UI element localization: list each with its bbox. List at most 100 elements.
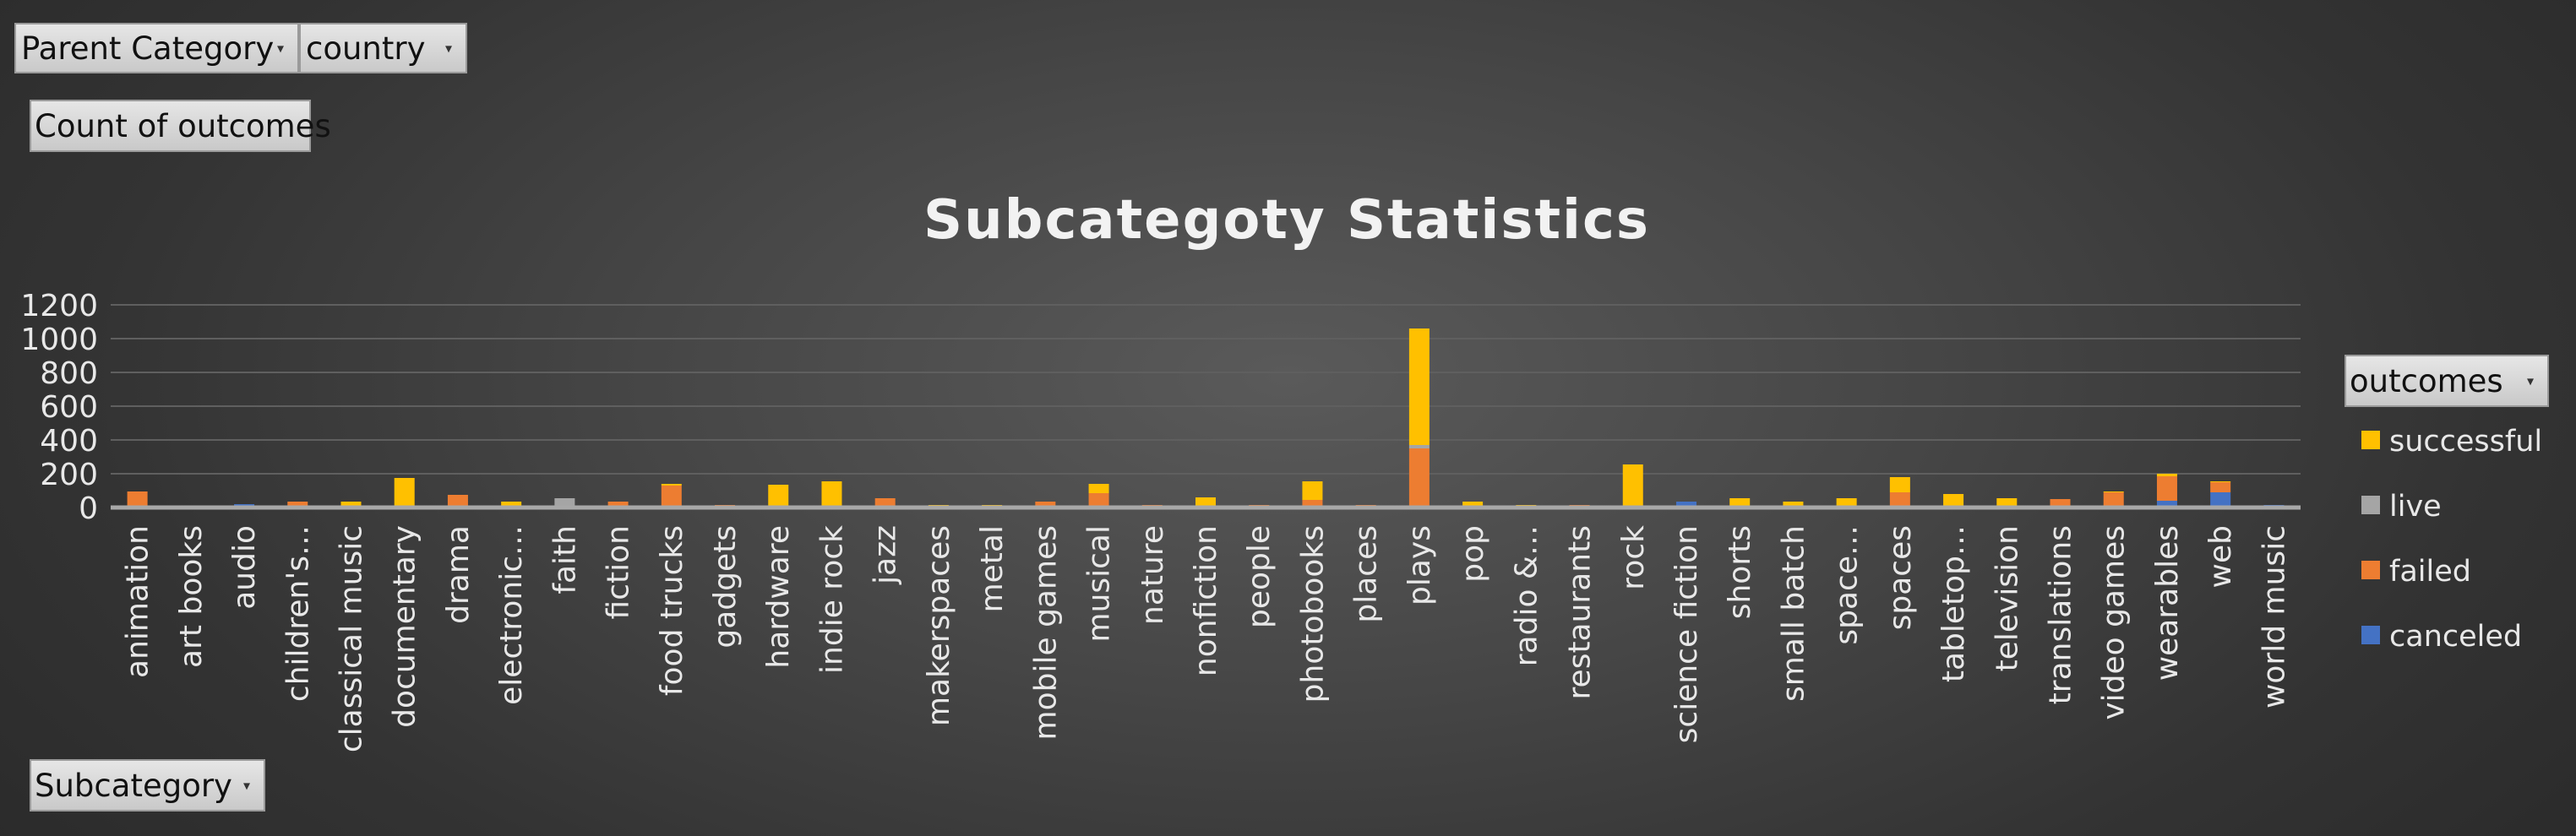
bar-failed[interactable] [2156, 476, 2177, 501]
x-tick-label: indie rock [814, 525, 849, 674]
x-tick-label: children's… [280, 525, 315, 702]
bar-successful[interactable] [2103, 491, 2124, 492]
bar-failed[interactable] [607, 502, 629, 508]
dropdown-arrow-icon[interactable]: ▾ [242, 777, 250, 794]
x-axis-labels: animation art books audio children's… classi… [121, 525, 2292, 752]
x-tick-label: plays [1402, 525, 1437, 605]
bar-successful[interactable] [1195, 497, 1216, 506]
bar-failed[interactable] [1088, 493, 1109, 506]
legend-swatch-successful [2361, 431, 2380, 449]
x-tick-label: jazz [869, 525, 903, 585]
bar-failed[interactable] [2210, 482, 2231, 492]
bar-successful[interactable] [340, 502, 362, 508]
x-tick-label: electronic… [494, 525, 529, 705]
x-tick-label: world music [2257, 525, 2291, 708]
x-tick-label: fiction [602, 525, 636, 619]
bar-successful[interactable] [2210, 481, 2231, 482]
x-tick-label: restaurants [1563, 525, 1598, 699]
x-tick-label: makerspaces [922, 525, 956, 726]
y-tick-label: 1200 [20, 289, 98, 323]
x-tick-label: space… [1830, 525, 1865, 645]
bar-canceled[interactable] [2210, 492, 2231, 508]
x-tick-label: photobooks [1295, 525, 1330, 703]
country-label: country [306, 30, 426, 67]
bar-successful[interactable] [1729, 498, 1751, 507]
x-tick-label: tabletop… [1936, 525, 1971, 682]
bar-successful[interactable] [1088, 484, 1109, 493]
x-tick-label: art books [174, 525, 209, 668]
bar-successful[interactable] [661, 484, 682, 486]
x-tick-label: web [2203, 525, 2238, 588]
x-tick-label: metal [975, 525, 1010, 612]
bar-successful[interactable] [501, 502, 522, 508]
dropdown-arrow-icon[interactable]: ▾ [276, 40, 284, 57]
x-tick-label: people [1242, 525, 1277, 628]
dropdown-arrow-icon[interactable]: ▾ [444, 40, 452, 57]
outcomes-label: outcomes [2350, 362, 2503, 399]
x-tick-label: rock [1616, 525, 1651, 590]
bar-successful[interactable] [1836, 498, 1857, 507]
country-filter[interactable]: country ▾ [299, 23, 467, 73]
bar-failed[interactable] [2103, 492, 2124, 508]
legend-label-live: live [2389, 490, 2442, 524]
bar-successful[interactable] [768, 485, 789, 508]
bar-failed[interactable] [661, 486, 682, 507]
x-tick-label: nonfiction [1189, 525, 1223, 676]
x-tick-label: animation [121, 525, 155, 678]
bar-failed[interactable] [1408, 448, 1430, 508]
bar-successful[interactable] [1996, 498, 2018, 508]
x-tick-label: radio &… [1509, 525, 1544, 666]
bar-successful[interactable] [1943, 494, 1964, 506]
x-tick-label: documentary [388, 525, 422, 728]
dropdown-arrow-icon[interactable]: ▾ [2526, 372, 2534, 389]
x-tick-label: television [1990, 525, 2024, 671]
x-tick-label: mobile games [1028, 525, 1063, 740]
x-tick-label: faith [547, 525, 582, 594]
bar-successful[interactable] [1408, 328, 1430, 445]
subcategory-label: Subcategory [35, 767, 232, 804]
bar-successful[interactable] [1302, 481, 1323, 500]
y-tick-label: 400 [40, 424, 98, 459]
bar-canceled[interactable] [2156, 501, 2177, 508]
values-field-button[interactable]: Count of outcomes [30, 100, 331, 152]
bar-successful[interactable] [1783, 502, 1804, 507]
x-tick-label: small batch [1776, 525, 1811, 702]
subcategory-filter[interactable]: Subcategory ▾ [30, 759, 265, 812]
x-tick-label: spaces [1883, 525, 1918, 630]
chart-title: Subcategoty Statistics [923, 189, 1650, 252]
bar-successful[interactable] [821, 481, 842, 507]
y-tick-label: 1000 [20, 323, 98, 357]
parent-category-filter[interactable]: Parent Category ▾ [14, 23, 299, 73]
legend-label-failed: failed [2389, 555, 2471, 589]
bar-successful[interactable] [1889, 477, 1910, 492]
outcomes-filter[interactable]: outcomes ▾ [2345, 355, 2549, 407]
bar-failed[interactable] [1035, 502, 1056, 508]
x-tick-label: video games [2097, 525, 2132, 720]
bar-failed[interactable] [1889, 492, 1910, 506]
legend-swatch-canceled [2361, 626, 2380, 644]
bar-successful[interactable] [394, 478, 415, 507]
legend-swatch-failed [2361, 561, 2380, 579]
bar-failed[interactable] [127, 491, 148, 508]
bar-successful[interactable] [2156, 474, 2177, 476]
y-tick-label: 600 [40, 390, 98, 425]
bar-successful[interactable] [1622, 464, 1643, 507]
x-tick-label: gadgets [708, 525, 743, 649]
bar-failed[interactable] [287, 502, 308, 508]
legend: successful live failed canceled [2361, 425, 2542, 654]
bar-canceled[interactable] [1675, 502, 1696, 508]
y-tick-label: 0 [79, 491, 98, 526]
x-tick-label: musical [1082, 525, 1117, 643]
parent-category-label: Parent Category [21, 30, 275, 67]
bar-failed[interactable] [874, 498, 896, 508]
bar-failed[interactable] [1302, 500, 1323, 508]
bar-live[interactable] [1408, 445, 1430, 448]
bar-failed[interactable] [2050, 499, 2071, 508]
bar-live[interactable] [554, 498, 575, 508]
bar-failed[interactable] [447, 495, 468, 508]
bar-successful[interactable] [1462, 502, 1484, 507]
values-field-label: Count of outcomes [35, 107, 331, 144]
x-tick-label: drama [441, 525, 476, 624]
